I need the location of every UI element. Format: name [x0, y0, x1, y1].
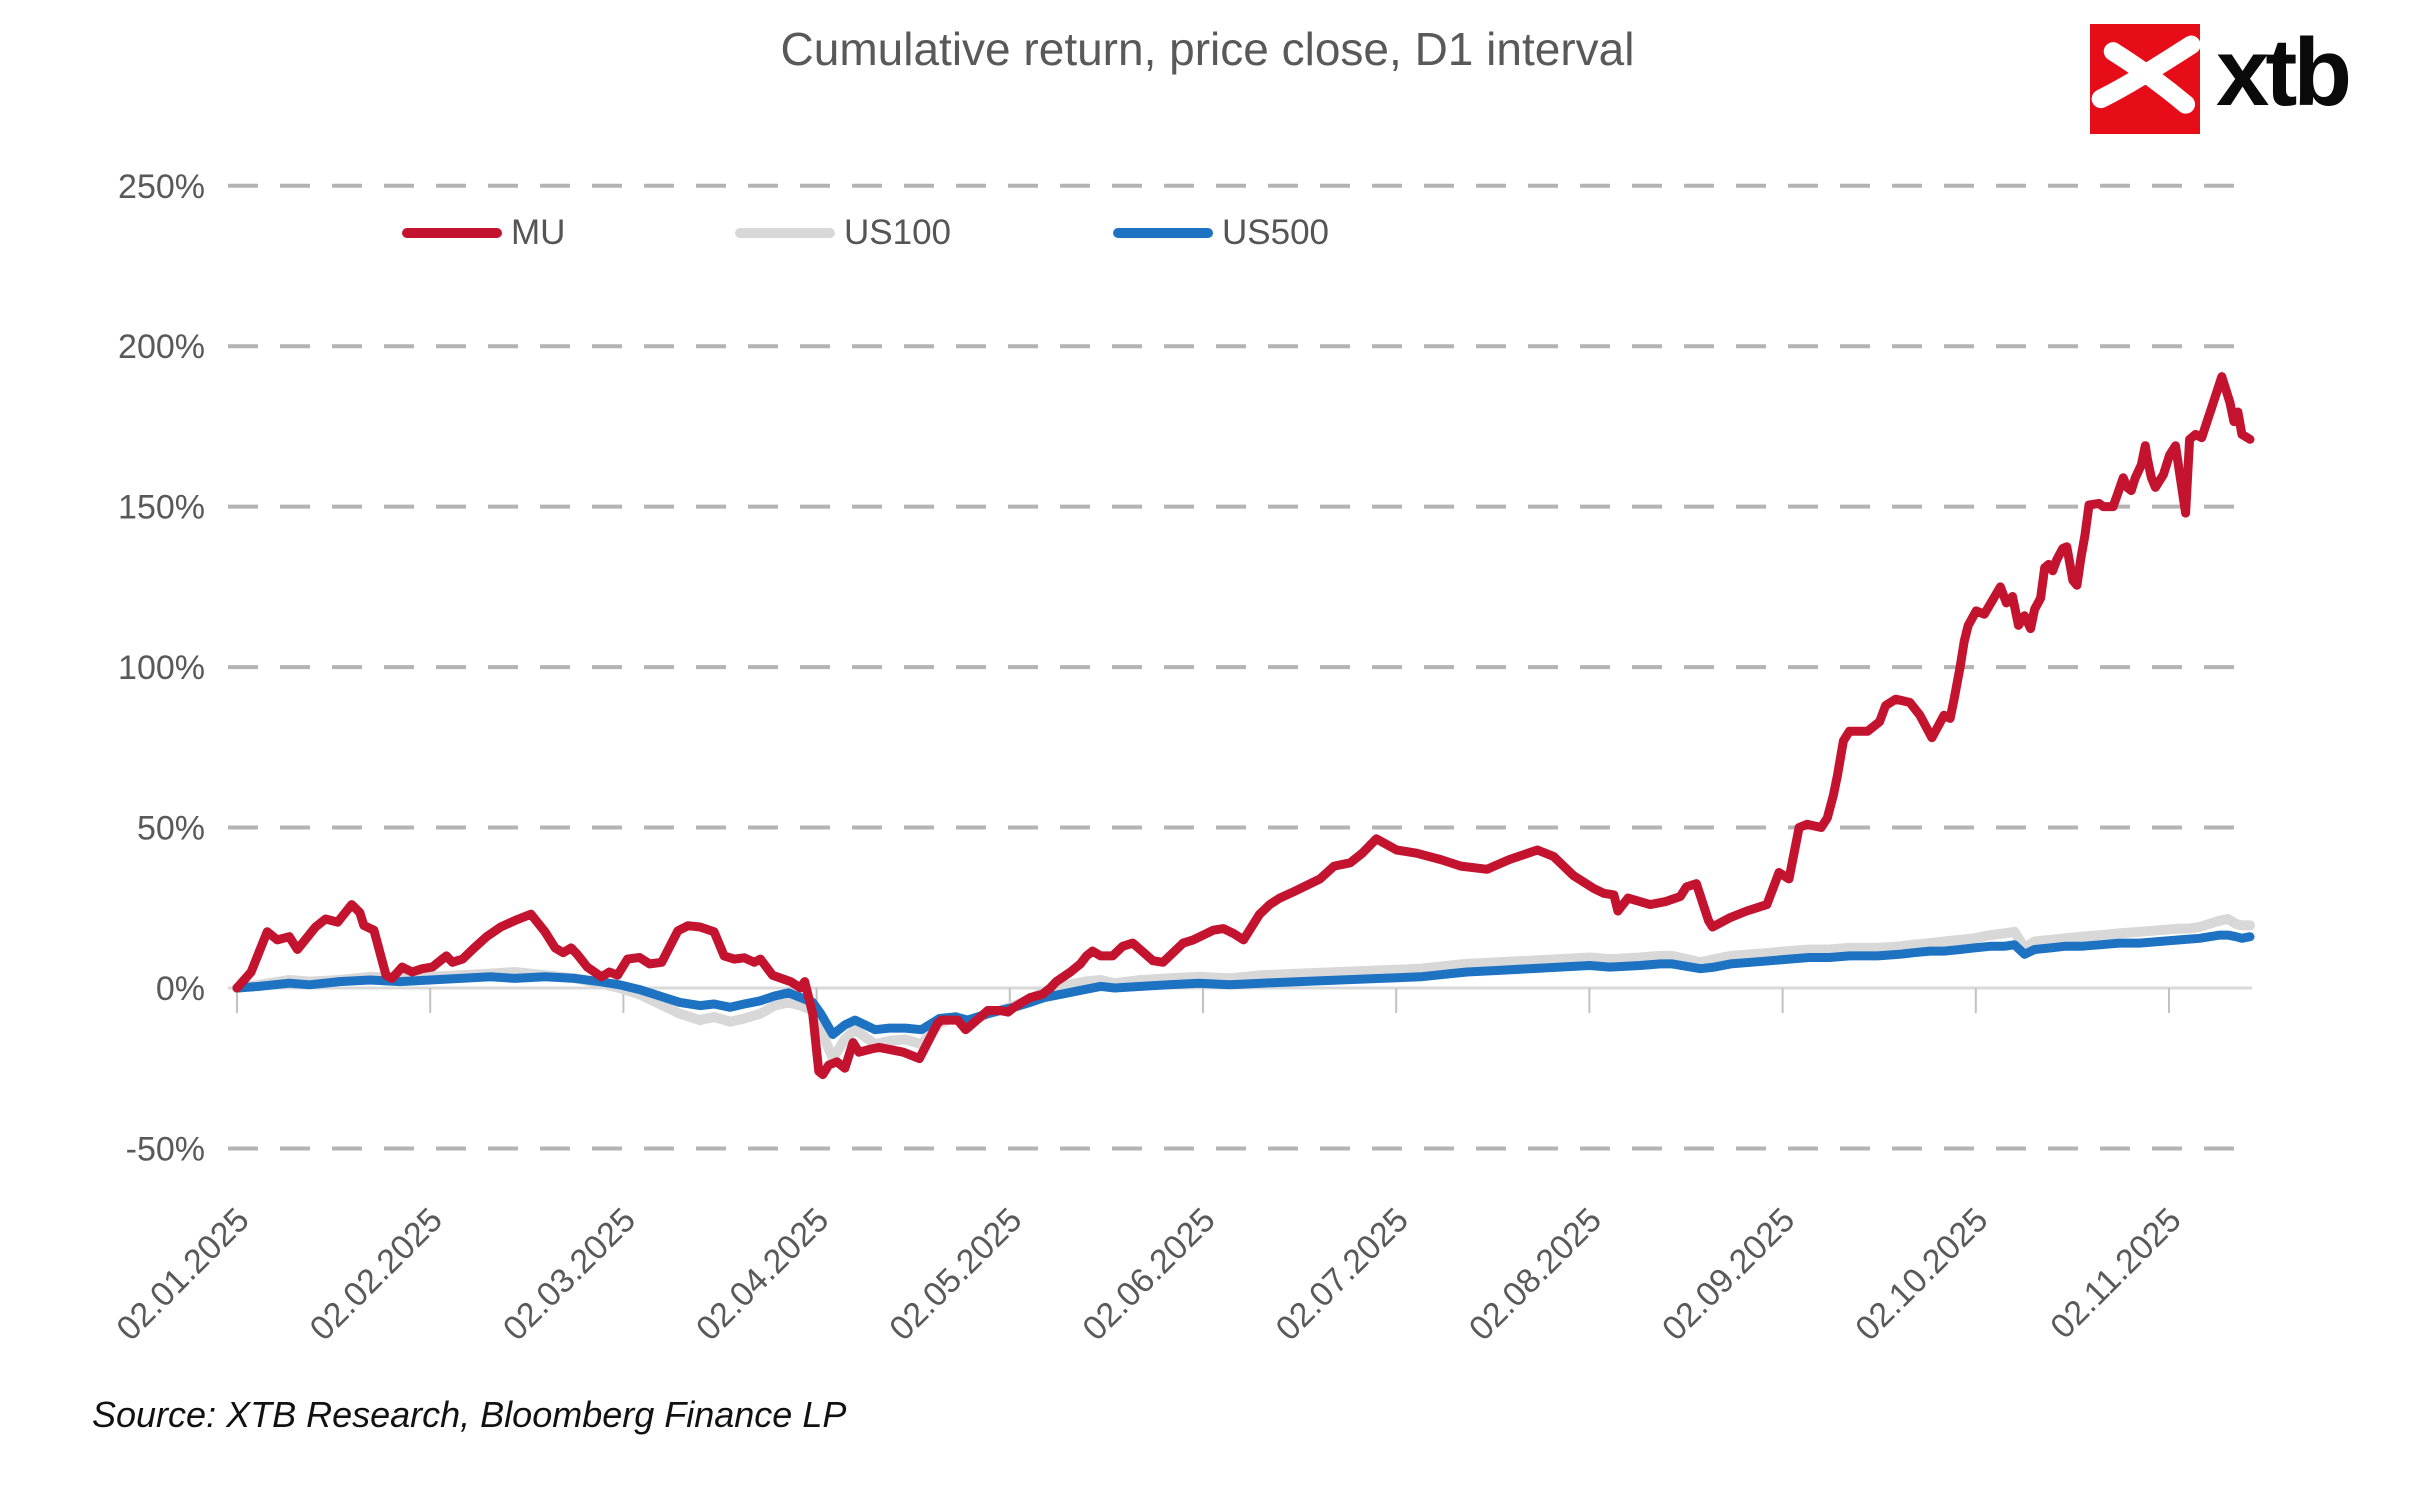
x-axis-label-02.03.2025: 02.03.2025 [496, 1201, 643, 1348]
xtb-logo-mark [2090, 24, 2200, 134]
x-axis-label-02.01.2025: 02.01.2025 [109, 1201, 256, 1348]
legend-label-us500: US500 [1222, 213, 1330, 252]
legend-label-mu: MU [511, 213, 566, 252]
xtb-logo-text: xtb [2216, 19, 2352, 126]
y-axis-label-0%: 0% [156, 970, 205, 1008]
x-axis-label-02.07.2025: 02.07.2025 [1269, 1201, 1416, 1348]
y-axis-label-100%: 100% [118, 649, 205, 687]
chart-legend: MU US100 US500 [0, 210, 2415, 260]
y-axis-label-250%: 250% [118, 168, 205, 206]
x-axis-label-02.02.2025: 02.02.2025 [303, 1201, 450, 1348]
y-axis-label--50%: -50% [126, 1130, 205, 1168]
y-axis-label-50%: 50% [137, 810, 205, 848]
x-axis-label-02.05.2025: 02.05.2025 [882, 1201, 1029, 1348]
y-axis-label-200%: 200% [118, 328, 205, 366]
chart-title: Cumulative return, price close, D1 inter… [780, 23, 1635, 75]
xtb-logo: xtb [2090, 19, 2352, 134]
legend-item-us500: US500 [1113, 210, 1329, 256]
x-axis-label-02.11.2025: 02.11.2025 [2043, 1201, 2188, 1346]
series-line-mu [232, 372, 2255, 1080]
x-axis-label-02.10.2025: 02.10.2025 [1848, 1201, 1995, 1348]
xtb-logo-glyph [2091, 35, 2200, 114]
legend-swatch-us500 [1113, 228, 1213, 238]
x-axis-label-02.04.2025: 02.04.2025 [689, 1201, 836, 1348]
legend-item-us100: US100 [735, 210, 951, 256]
legend-item-mu: MU [402, 210, 565, 256]
legend-swatch-us100 [735, 228, 835, 238]
x-axis-label-02.08.2025: 02.08.2025 [1462, 1201, 1609, 1348]
series-line-us100 [232, 914, 2255, 1064]
x-axis-label-02.06.2025: 02.06.2025 [1075, 1201, 1222, 1348]
series-line-us500 [232, 930, 2255, 1039]
legend-swatch-mu [402, 228, 502, 238]
legend-label-us100: US100 [844, 213, 952, 252]
x-axis-label-02.09.2025: 02.09.2025 [1655, 1201, 1802, 1348]
y-axis-label-150%: 150% [118, 489, 205, 527]
source-note: Source: XTB Research, Bloomberg Finance … [92, 1394, 847, 1435]
